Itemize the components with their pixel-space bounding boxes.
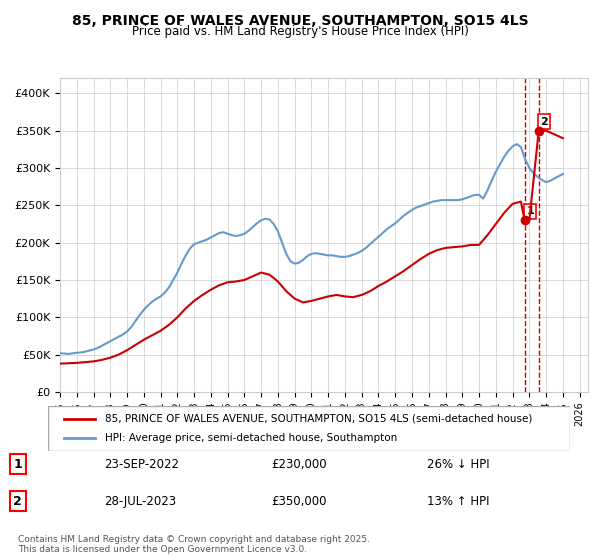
- Text: HPI: Average price, semi-detached house, Southampton: HPI: Average price, semi-detached house,…: [106, 433, 398, 444]
- Text: 28-JUL-2023: 28-JUL-2023: [104, 494, 176, 508]
- FancyBboxPatch shape: [48, 406, 570, 451]
- Text: 1: 1: [526, 206, 534, 216]
- Text: 85, PRINCE OF WALES AVENUE, SOUTHAMPTON, SO15 4LS (semi-detached house): 85, PRINCE OF WALES AVENUE, SOUTHAMPTON,…: [106, 413, 533, 423]
- Text: Contains HM Land Registry data © Crown copyright and database right 2025.
This d: Contains HM Land Registry data © Crown c…: [18, 535, 370, 554]
- Text: Price paid vs. HM Land Registry's House Price Index (HPI): Price paid vs. HM Land Registry's House …: [131, 25, 469, 38]
- Text: 2: 2: [13, 494, 22, 508]
- Text: 1: 1: [13, 458, 22, 471]
- Text: 26% ↓ HPI: 26% ↓ HPI: [427, 458, 490, 471]
- Text: 13% ↑ HPI: 13% ↑ HPI: [427, 494, 489, 508]
- Text: 2: 2: [541, 116, 548, 127]
- Text: £230,000: £230,000: [271, 458, 327, 471]
- Text: 23-SEP-2022: 23-SEP-2022: [104, 458, 179, 471]
- Text: £350,000: £350,000: [271, 494, 326, 508]
- Text: 85, PRINCE OF WALES AVENUE, SOUTHAMPTON, SO15 4LS: 85, PRINCE OF WALES AVENUE, SOUTHAMPTON,…: [71, 14, 529, 28]
